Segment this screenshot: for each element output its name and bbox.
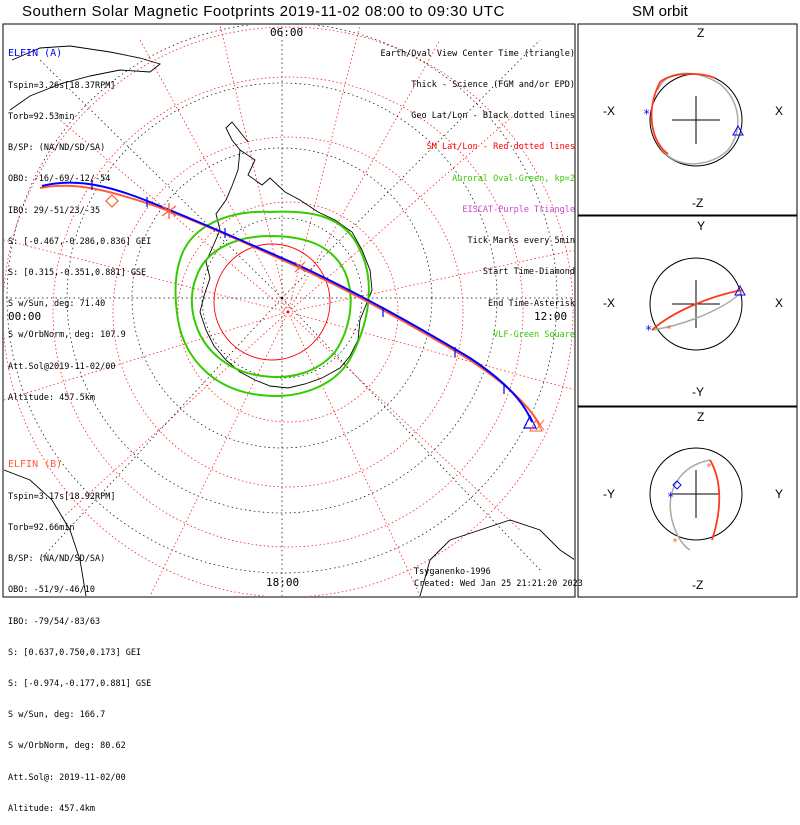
elfin-b-line: S w/Sun, deg: 166.7 <box>8 710 106 721</box>
elfin-b-line: Altitude: 457.4km <box>8 803 95 814</box>
svg-text:*: * <box>660 148 666 159</box>
south-america-coast <box>9 45 161 111</box>
elfin-a-center-triangle <box>523 414 537 429</box>
orbit-xz-panel: * * <box>643 72 744 167</box>
orbit2-left-label: -X <box>603 296 615 310</box>
legend-item: Tick Marks every 5min <box>467 236 575 247</box>
map-frame <box>2 23 576 598</box>
antarctica-coastline <box>199 149 373 389</box>
svg-text:*: * <box>672 537 678 548</box>
orbit-panel-yz-frame <box>577 406 798 598</box>
elfin-b-track <box>39 184 541 426</box>
orbit3-left-label: -Y <box>603 487 615 501</box>
hour-label-right: 12:00 <box>534 310 568 323</box>
elfin-a-line: S w/Sun, deg: 71.40 <box>8 299 106 310</box>
orbit-xy-panel: * * <box>645 257 746 351</box>
orbit1-bottom-label: -Z <box>692 196 704 210</box>
elfin-b-start-diamond <box>105 194 119 208</box>
legend-item: VLF-Green Square <box>493 329 575 340</box>
legend: Earth/Oval View Center Time (triangle) T… <box>381 28 575 351</box>
australia-coast <box>419 519 574 596</box>
svg-text:*: * <box>643 107 650 121</box>
africa-coast <box>4 469 87 596</box>
elfin-a-line: Tspin=3.26s[18.37RPM] <box>8 80 116 91</box>
orbit-panel-xz-frame <box>577 23 798 216</box>
legend-item: SM Lat/Lon - Red dotted lines <box>426 142 575 153</box>
elfin-b-info: ELFIN (B) Tspin=3.17s[18.92RPM] Torb=92.… <box>8 438 151 825</box>
elfin-b-line: OBO: -51/9/-46/10 <box>8 585 95 596</box>
legend-item: Thick - Science (FGM and/or EPD) <box>411 80 575 91</box>
elfin-b-line: Torb=92.66min <box>8 522 75 533</box>
elfin-b-mid-asterisk <box>294 261 306 273</box>
elfin-a-line: IBO: 29/-51/23/-35 <box>8 205 101 216</box>
orbit1-top-label: Z <box>697 26 705 40</box>
orbit3-top-label: Z <box>697 410 705 424</box>
elfin-b-line: IBO: -79/54/-83/63 <box>8 616 101 627</box>
footprint-figure: * * * * * * * <box>2 23 798 598</box>
legend-item: Auroral Oval-Green, kp=2 <box>452 173 575 184</box>
elfin-b-line: B/SP: (NA/ND/SD/SA) <box>8 554 106 565</box>
elfin-b-name: ELFIN (B) <box>8 458 63 470</box>
orbit-title: SM orbit <box>632 3 688 20</box>
orbit2-top-label: Y <box>697 219 706 233</box>
elfin-a-line: Altitude: 457.5km <box>8 392 95 403</box>
elfin-a-line: Att.Sol@2019-11-02/00 <box>8 361 116 372</box>
orbit-yz-panel: * * * <box>649 447 743 551</box>
elfin-a-name: ELFIN (A) <box>8 47 63 59</box>
elfin-a-info: ELFIN (A) Tspin=3.26s[18.37RPM] Torb=92.… <box>8 27 151 414</box>
svg-text:*: * <box>706 462 712 473</box>
legend-item: End Time-Asterisk <box>488 298 575 309</box>
orbit3-bottom-label: -Z <box>692 578 704 592</box>
elfin-b-asterisk <box>161 203 177 219</box>
plot-title: Southern Solar Magnetic Footprints 2019-… <box>22 3 505 20</box>
orbit2-bottom-label: -Y <box>692 385 704 399</box>
legend-item: Start Time-Diamond <box>482 267 575 278</box>
svg-text:*: * <box>666 324 672 335</box>
model-label: Tsyganenko-1996 <box>414 567 491 577</box>
elfin-b-line: S w/OrbNorm, deg: 80.62 <box>8 741 126 752</box>
orbit2-right-label: X <box>775 296 784 310</box>
orbit1-left-label: -X <box>603 104 615 118</box>
elfin-b-line: Att.Sol@: 2019-11-02/00 <box>8 772 126 783</box>
legend-item: Geo Lat/Lon - Black dotted lines <box>411 111 575 122</box>
sm-polar-circle <box>213 243 331 361</box>
elfin-a-track <box>41 181 533 423</box>
elfin-a-line: B/SP: (NA/ND/SD/SA) <box>8 143 106 154</box>
svg-text:*: * <box>645 323 652 337</box>
orbit-panel-xy-frame <box>577 215 798 407</box>
hour-label-left: 00:00 <box>8 310 42 323</box>
elfin-a-line: S: [-0.467,-0.286,0.836] GEI <box>8 236 152 247</box>
elfin-b-line: S: [-0.974,-0.177,0.881] GSE <box>8 678 152 689</box>
legend-item: EISCAT-Purple Triangle <box>462 204 575 215</box>
elfin-a-line: Torb=92.53min <box>8 111 75 122</box>
legend-item: Earth/Oval View Center Time (triangle) <box>380 48 575 59</box>
svg-text:*: * <box>667 490 674 504</box>
elfin-b-line: Tspin=3.17s[18.92RPM] <box>8 491 116 502</box>
elfin-b-end-asterisk <box>535 419 545 431</box>
hour-label-top: 06:00 <box>270 26 304 39</box>
auroral-oval-inner <box>190 234 352 378</box>
elfin-a-line: S: [0.315,-0.351,0.881] GSE <box>8 267 147 278</box>
elfin-b-line: S: [0.637,0.750,0.173] GEI <box>8 647 142 658</box>
orbit3-right-label: Y <box>775 487 784 501</box>
auroral-oval-outer <box>174 210 370 397</box>
sm-grid <box>4 25 574 596</box>
antarctic-peninsula <box>225 121 249 151</box>
elfin-a-line: OBO: -16/-69/-12/-54 <box>8 174 111 185</box>
elfin-a-line: S w/OrbNorm, deg: 107.9 <box>8 330 126 341</box>
orbit1-right-label: X <box>775 104 784 118</box>
elfin-a-ticks <box>91 180 505 394</box>
created-label: Created: Wed Jan 25 21:21:20 2023 <box>414 579 583 589</box>
hour-label-bottom: 18:00 <box>266 576 300 589</box>
